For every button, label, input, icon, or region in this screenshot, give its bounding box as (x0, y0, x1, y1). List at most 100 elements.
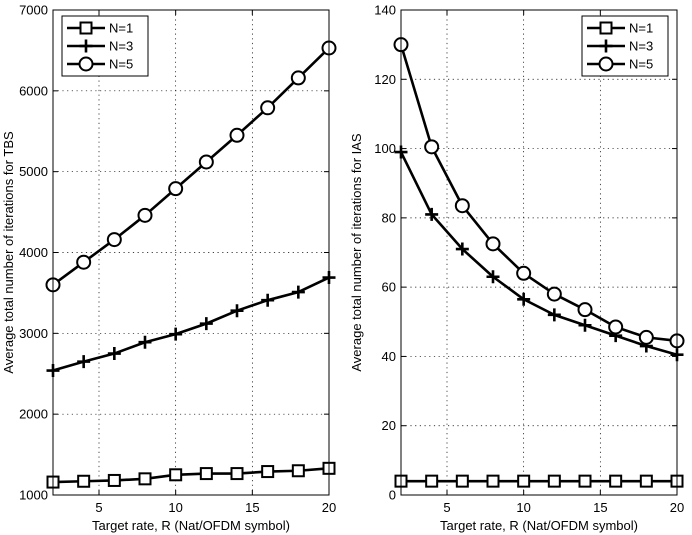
data-point (291, 464, 305, 478)
chart-2: 5 10 15 20 0 20 40 60 80 100 120 140 Target rate, R … (349, 3, 685, 533)
y-tick-label: 40 (382, 349, 396, 364)
data-point (77, 474, 91, 488)
x-tick-label: 20 (670, 500, 684, 515)
data-point (230, 467, 244, 481)
y-axis-label: Average total number of iterations for I… (349, 133, 364, 372)
legend: N=1 N=3 N=5 (581, 15, 669, 77)
axes-frame (400, 9, 678, 496)
data-point (639, 474, 653, 488)
y-tick-label: 0 (389, 488, 396, 503)
series-N=5 (45, 40, 337, 293)
data-point (77, 355, 91, 369)
data-point (485, 236, 501, 252)
legend-label: N=1 (629, 21, 653, 36)
data-point (517, 474, 531, 488)
data-point (425, 474, 439, 488)
x-axis-label: Target rate, R (Nat/OFDM symbol) (440, 518, 638, 533)
x-tick-label: 5 (443, 500, 450, 515)
x-tick-label: 10 (168, 500, 182, 515)
legend-label: N=3 (629, 39, 653, 54)
y-tick-label: 20 (382, 418, 396, 433)
data-point (578, 474, 592, 488)
y-tick-label: 3000 (19, 326, 48, 341)
x-tick-label: 5 (95, 500, 102, 515)
data-point (260, 100, 276, 116)
data-point (546, 286, 562, 302)
x-tick-label: 20 (322, 500, 336, 515)
y-tick-label: 5000 (19, 164, 48, 179)
y-tick-label: 60 (382, 280, 396, 295)
y-tick-label: 140 (374, 3, 396, 18)
data-point (454, 198, 470, 214)
data-point (547, 474, 561, 488)
legend: N=1 N=3 N=5 (61, 15, 149, 77)
data-point (137, 207, 153, 223)
data-point (486, 474, 500, 488)
legend-label: N=1 (109, 21, 133, 36)
data-point (424, 139, 440, 155)
legend-entry: N=5 (67, 56, 133, 72)
series-line (399, 44, 678, 343)
legend-entry: N=5 (587, 56, 653, 72)
y-tick-label: 120 (374, 72, 396, 87)
grid (401, 10, 677, 495)
legend-label: N=5 (629, 57, 653, 72)
series-line (52, 276, 330, 372)
data-point (455, 474, 469, 488)
data-point (169, 327, 183, 341)
data-point (107, 347, 121, 361)
data-point (608, 319, 624, 335)
legend-label: N=3 (109, 39, 133, 54)
data-point (106, 232, 122, 248)
y-tick-label: 1000 (19, 488, 48, 503)
data-point (547, 308, 561, 322)
plot-area (401, 10, 677, 495)
data-point (425, 207, 439, 221)
series-N=3 (394, 145, 684, 362)
x-tick-label: 10 (516, 500, 530, 515)
y-tick-label: 100 (374, 141, 396, 156)
data-point (577, 302, 593, 318)
data-point (261, 293, 275, 307)
x-tick-label: 15 (245, 500, 259, 515)
data-point (198, 154, 214, 170)
series-line (399, 151, 678, 356)
data-point (578, 318, 592, 332)
legend-entry: N=3 (587, 39, 653, 54)
data-point (168, 181, 184, 197)
y-tick-label: 6000 (19, 83, 48, 98)
legend-marker-plus-icon (599, 39, 613, 53)
series-N=1 (394, 474, 684, 488)
legend-marker-plus-icon (79, 39, 93, 53)
y-tick-label: 2000 (19, 407, 48, 422)
legend-marker-square-icon (599, 21, 613, 35)
data-point (138, 335, 152, 349)
chart-1: 5 10 15 20 1000 2000 3000 4000 5000 6000 7000 Targe… (1, 3, 337, 533)
data-point (199, 467, 213, 481)
y-tick-label: 7000 (19, 3, 48, 18)
series-line (52, 47, 330, 286)
series-line (52, 467, 330, 484)
legend-entry: N=1 (67, 21, 133, 36)
data-point (516, 265, 532, 281)
data-point (609, 474, 623, 488)
x-axis-label: Target rate, R (Nat/OFDM symbol) (92, 518, 290, 533)
data-point (517, 292, 531, 306)
y-axis-label: Average total number of iterations for T… (1, 131, 16, 374)
y-tick-label: 80 (382, 210, 396, 225)
plot-area (53, 10, 329, 495)
legend-label: N=5 (109, 57, 133, 72)
data-point (169, 468, 183, 482)
data-point (455, 242, 469, 256)
legend-entry: N=1 (587, 21, 653, 36)
legend-marker-circle-icon (78, 56, 94, 72)
data-point (638, 329, 654, 345)
data-point (291, 285, 305, 299)
legend-marker-square-icon (79, 21, 93, 35)
data-point (76, 254, 92, 270)
data-point (261, 465, 275, 479)
data-point (486, 270, 500, 284)
data-point (290, 70, 306, 86)
y-tick-label: 4000 (19, 245, 48, 260)
